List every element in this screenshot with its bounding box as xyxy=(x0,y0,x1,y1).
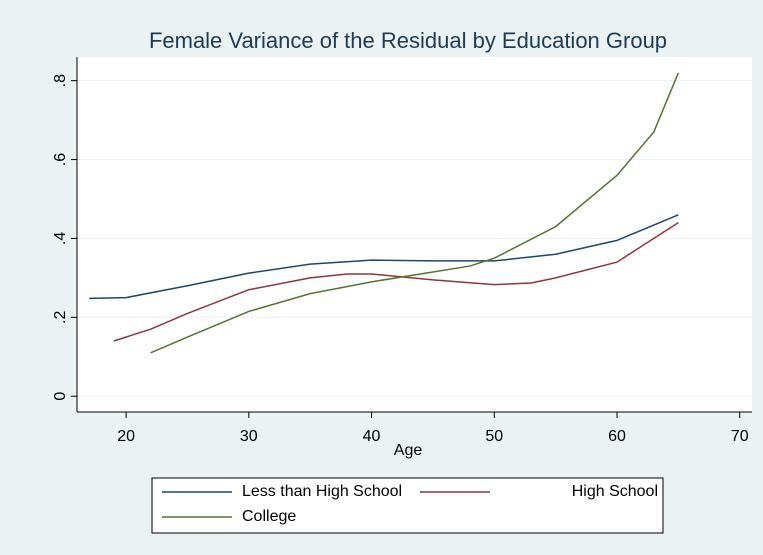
x-axis-label: Age xyxy=(394,442,423,459)
x-tick-label: 60 xyxy=(608,428,626,445)
x-tick-label: 20 xyxy=(117,428,135,445)
chart-title: Female Variance of the Residual by Educa… xyxy=(149,28,667,53)
legend-label: Less than High School xyxy=(242,483,402,500)
series-line xyxy=(89,214,679,300)
x-tick-label: 30 xyxy=(240,428,258,445)
x-tick-label: 40 xyxy=(363,428,381,445)
y-tick-label: 0 xyxy=(52,392,69,401)
x-tick-label: 70 xyxy=(731,428,749,445)
plot-area xyxy=(77,57,752,412)
y-tick-label: .6 xyxy=(52,153,69,166)
legend-label: College xyxy=(242,508,296,525)
y-tick-label: .4 xyxy=(52,232,69,245)
y-tick-label: .2 xyxy=(52,311,69,324)
y-tick-label: .8 xyxy=(52,74,69,87)
legend xyxy=(151,477,664,534)
series-line xyxy=(113,222,679,342)
x-tick-label: 50 xyxy=(485,428,503,445)
series-line xyxy=(150,72,680,354)
legend-label: High School xyxy=(572,483,658,500)
